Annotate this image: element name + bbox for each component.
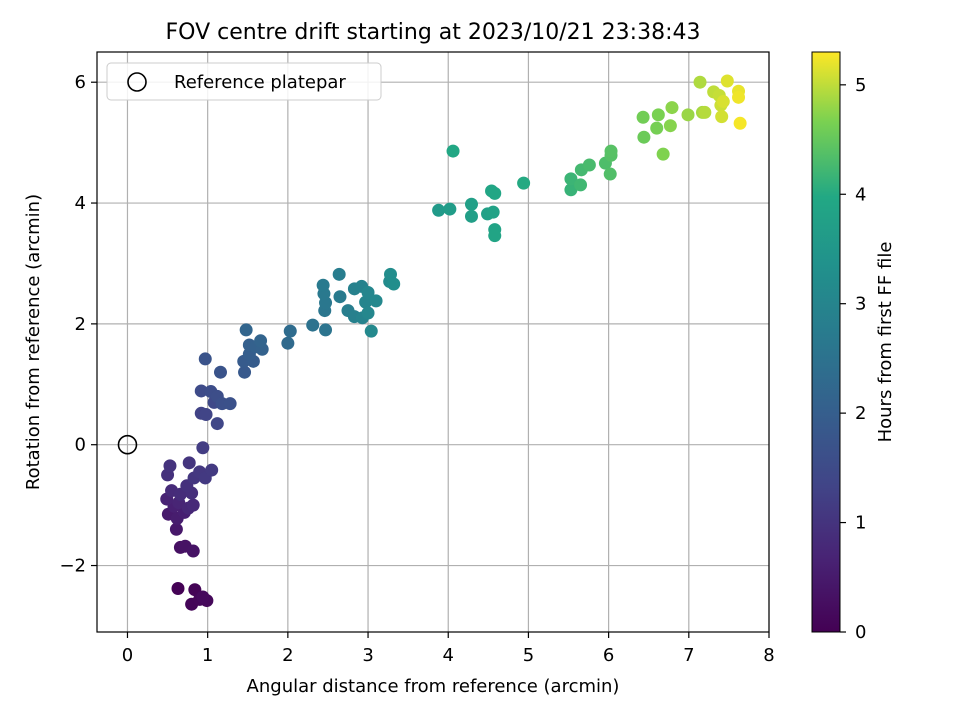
data-point bbox=[517, 176, 531, 190]
data-point bbox=[651, 108, 665, 122]
data-point bbox=[239, 323, 253, 337]
data-point bbox=[564, 183, 578, 197]
data-point bbox=[486, 205, 500, 219]
colorbar-tick-label: 5 bbox=[855, 75, 866, 96]
data-point bbox=[582, 158, 596, 172]
colorbar: 0 1 2 3 4 5 Hours from first FF file bbox=[811, 51, 896, 643]
data-point bbox=[464, 197, 478, 211]
data-point bbox=[169, 522, 183, 536]
data-point bbox=[732, 90, 746, 104]
colorbar-tick-label: 3 bbox=[855, 294, 866, 315]
data-point bbox=[488, 186, 502, 200]
colorbar-tick-label: 0 bbox=[855, 622, 866, 643]
data-point bbox=[665, 101, 679, 115]
legend-box bbox=[106, 62, 382, 101]
colorbar-gradient bbox=[811, 51, 841, 633]
data-point bbox=[387, 277, 401, 291]
data-point bbox=[488, 229, 502, 243]
x-axis-label: Angular distance from reference (arcmin) bbox=[247, 676, 620, 697]
data-point bbox=[196, 590, 210, 604]
x-tick-label: 8 bbox=[763, 645, 774, 666]
data-point bbox=[369, 294, 383, 308]
plot-frame bbox=[96, 51, 770, 633]
reference-platepar-marker bbox=[117, 434, 138, 455]
legend: Reference platepar bbox=[106, 62, 382, 101]
data-point bbox=[564, 172, 578, 186]
data-point bbox=[194, 384, 208, 398]
data-point bbox=[364, 324, 378, 338]
data-point bbox=[316, 278, 330, 292]
data-point bbox=[171, 582, 185, 595]
data-point bbox=[604, 144, 618, 158]
data-point bbox=[210, 417, 224, 431]
data-point bbox=[163, 459, 177, 473]
data-point bbox=[254, 334, 268, 348]
data-point bbox=[223, 397, 237, 411]
data-point bbox=[464, 209, 478, 223]
data-point bbox=[213, 365, 227, 379]
data-point bbox=[361, 306, 375, 320]
data-point bbox=[656, 147, 670, 161]
data-point bbox=[698, 105, 712, 119]
x-tick-label: 4 bbox=[443, 645, 454, 666]
data-point bbox=[693, 75, 707, 89]
x-tick-label: 0 bbox=[122, 645, 133, 666]
x-tick-label: 5 bbox=[523, 645, 534, 666]
data-point bbox=[186, 498, 200, 512]
data-point bbox=[446, 144, 460, 158]
x-axis-ticks: 0 1 2 3 4 5 6 7 8 bbox=[122, 632, 775, 666]
data-point bbox=[319, 323, 333, 337]
data-point bbox=[432, 203, 446, 217]
colorbar-label: Hours from first FF file bbox=[875, 242, 896, 443]
colorbar-ticks: 0 1 2 3 4 5 bbox=[840, 75, 866, 643]
colorbar-tick-label: 4 bbox=[855, 184, 866, 205]
colorbar-tick-label: 2 bbox=[855, 403, 866, 424]
data-point bbox=[333, 290, 347, 304]
colorbar-tick-label: 1 bbox=[855, 513, 866, 534]
data-point bbox=[332, 267, 346, 281]
y-tick-label: 4 bbox=[75, 193, 86, 214]
data-point bbox=[361, 285, 375, 299]
y-tick-label: 0 bbox=[75, 435, 86, 456]
data-point bbox=[650, 121, 664, 135]
y-tick-label: 6 bbox=[75, 72, 86, 93]
data-point bbox=[715, 110, 729, 124]
data-point bbox=[238, 365, 252, 379]
data-point bbox=[681, 108, 695, 122]
data-point bbox=[283, 324, 297, 338]
data-point bbox=[205, 463, 219, 477]
x-tick-label: 2 bbox=[282, 645, 293, 666]
data-point bbox=[637, 130, 651, 144]
data-point bbox=[720, 74, 734, 88]
x-tick-label: 6 bbox=[603, 645, 614, 666]
x-tick-label: 7 bbox=[683, 645, 694, 666]
data-point bbox=[186, 544, 200, 558]
y-tick-label: −2 bbox=[59, 556, 86, 577]
data-point bbox=[198, 352, 212, 366]
data-point bbox=[716, 95, 730, 109]
chart-title: FOV centre drift starting at 2023/10/21 … bbox=[166, 20, 701, 45]
data-point bbox=[663, 119, 677, 133]
data-point bbox=[443, 202, 457, 216]
y-tick-label: 2 bbox=[75, 314, 86, 335]
data-point bbox=[281, 336, 295, 350]
x-tick-label: 3 bbox=[362, 645, 373, 666]
legend-marker-icon bbox=[127, 72, 147, 92]
data-point bbox=[603, 167, 617, 181]
data-point bbox=[306, 318, 320, 332]
y-axis-ticks: −2 0 2 4 6 bbox=[59, 72, 97, 577]
legend-label: Reference platepar bbox=[174, 72, 346, 93]
y-axis-label: Rotation from reference (arcmin) bbox=[23, 194, 44, 490]
data-point bbox=[182, 456, 196, 470]
data-points bbox=[160, 74, 747, 611]
data-point bbox=[636, 110, 650, 124]
data-point bbox=[196, 441, 210, 455]
data-point bbox=[199, 408, 213, 421]
x-tick-label: 1 bbox=[202, 645, 213, 666]
data-point bbox=[733, 116, 747, 130]
plot-area: 0 1 2 3 4 5 6 7 8 −2 0 2 4 6 bbox=[59, 51, 775, 666]
data-point bbox=[574, 178, 588, 192]
